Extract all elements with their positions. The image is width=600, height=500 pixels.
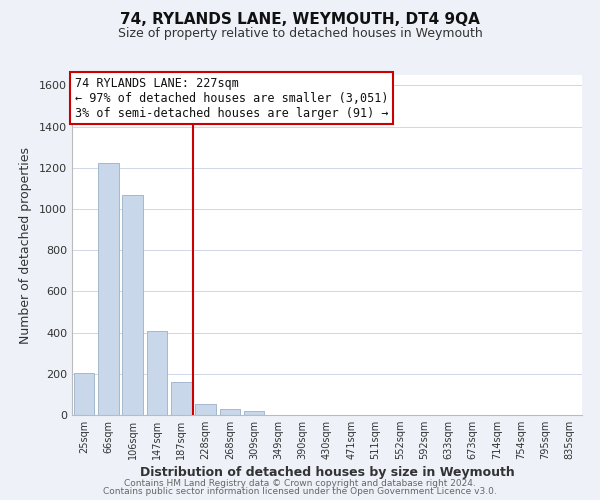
Bar <box>220 409 240 415</box>
Bar <box>122 194 143 415</box>
Text: Size of property relative to detached houses in Weymouth: Size of property relative to detached ho… <box>118 28 482 40</box>
Bar <box>98 162 119 415</box>
Text: 74 RYLANDS LANE: 227sqm
← 97% of detached houses are smaller (3,051)
3% of semi-: 74 RYLANDS LANE: 227sqm ← 97% of detache… <box>74 76 388 120</box>
Bar <box>74 373 94 415</box>
Bar <box>244 411 265 415</box>
Y-axis label: Number of detached properties: Number of detached properties <box>19 146 32 344</box>
Text: Contains HM Land Registry data © Crown copyright and database right 2024.: Contains HM Land Registry data © Crown c… <box>124 478 476 488</box>
X-axis label: Distribution of detached houses by size in Weymouth: Distribution of detached houses by size … <box>140 466 514 479</box>
Bar <box>171 382 191 415</box>
Bar <box>195 404 216 415</box>
Text: Contains public sector information licensed under the Open Government Licence v3: Contains public sector information licen… <box>103 487 497 496</box>
Text: 74, RYLANDS LANE, WEYMOUTH, DT4 9QA: 74, RYLANDS LANE, WEYMOUTH, DT4 9QA <box>120 12 480 28</box>
Bar <box>146 330 167 415</box>
